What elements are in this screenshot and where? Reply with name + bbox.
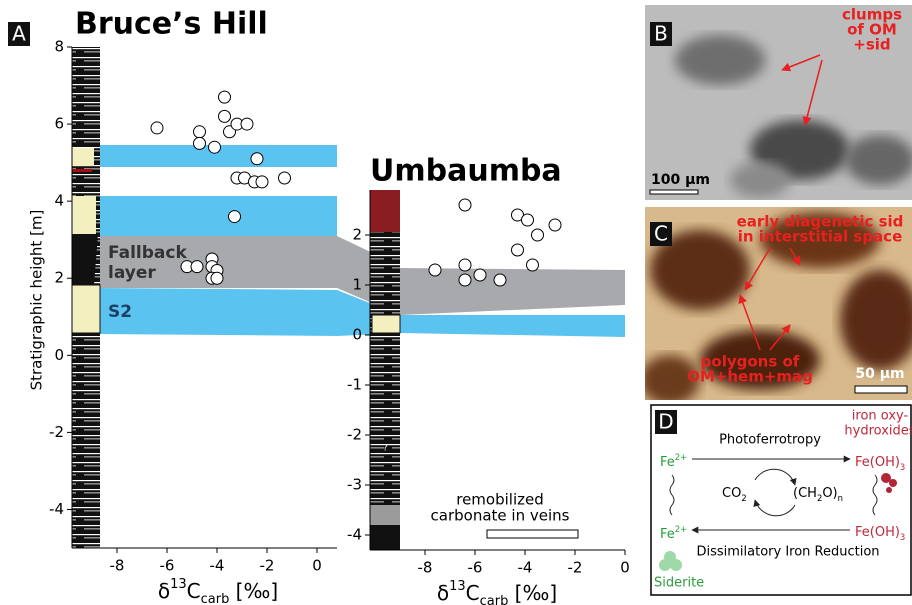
point bbox=[209, 141, 221, 153]
point bbox=[459, 199, 471, 211]
species-part: O) bbox=[822, 486, 837, 501]
band-label: Fallback bbox=[108, 243, 187, 263]
process-label: Photoferrotropy bbox=[719, 433, 821, 448]
x-axis-label-part: δ bbox=[437, 581, 449, 605]
y-tick-label: 6 bbox=[54, 115, 64, 133]
x-axis-label-part: 13 bbox=[170, 577, 187, 592]
x-tick-label: 0 bbox=[312, 557, 322, 575]
x-tick-label: -2 bbox=[568, 559, 583, 577]
x-tick-label: -8 bbox=[418, 559, 433, 577]
process-label: Dissimilatory Iron Reduction bbox=[696, 545, 879, 560]
panel-label: A bbox=[12, 22, 26, 46]
species-part: 3 bbox=[900, 532, 905, 542]
x-axis-label-part: [‰] bbox=[508, 581, 557, 605]
species-part: 3 bbox=[900, 462, 905, 472]
point bbox=[211, 272, 223, 284]
y-tick-label: -2 bbox=[347, 426, 362, 444]
y-tick-label: 8 bbox=[54, 38, 64, 56]
photo-annotation: +sid bbox=[853, 36, 890, 54]
panel-label: B bbox=[654, 22, 668, 46]
x-tick-label: -6 bbox=[160, 557, 175, 575]
point bbox=[241, 118, 253, 130]
y-tick-label: -3 bbox=[347, 476, 362, 494]
annotation-box bbox=[487, 530, 578, 538]
band-label: S2 bbox=[108, 302, 132, 322]
y-tick-label: 2 bbox=[54, 269, 64, 287]
point bbox=[459, 274, 471, 286]
column-note: ? bbox=[383, 444, 388, 454]
x-axis-label-part: carb bbox=[480, 594, 509, 605]
species-part: 2+ bbox=[675, 524, 687, 534]
point bbox=[527, 259, 539, 271]
point bbox=[429, 264, 441, 276]
species: Fe(OH)3 bbox=[855, 455, 905, 472]
y-tick-label: 4 bbox=[54, 192, 64, 210]
point bbox=[494, 274, 506, 286]
point bbox=[194, 137, 206, 149]
point bbox=[191, 261, 203, 273]
y-tick-label: -4 bbox=[49, 500, 64, 518]
x-tick-label: 0 bbox=[620, 559, 630, 577]
point bbox=[474, 269, 486, 281]
x-axis-label: δ13Ccarb [‰] bbox=[437, 579, 557, 605]
point bbox=[512, 244, 524, 256]
species: Fe(OH)3 bbox=[855, 525, 905, 542]
point bbox=[522, 214, 534, 226]
figure: ABCDBruce’s Hill-4-202468-8-6-4-20δ13Cca… bbox=[0, 0, 912, 605]
point bbox=[251, 153, 263, 165]
y-tick-label: 2 bbox=[352, 226, 362, 244]
x-axis-label: δ13Ccarb [‰] bbox=[158, 577, 278, 605]
point bbox=[459, 259, 471, 271]
chart-title: Bruce’s Hill bbox=[75, 7, 268, 42]
species-part: Fe bbox=[660, 455, 675, 470]
x-axis-label-part: C bbox=[187, 579, 201, 603]
species-part: 2+ bbox=[675, 452, 687, 462]
x-axis-label-part: C bbox=[466, 581, 480, 605]
y-axis-label: Stratigraphic height [m] bbox=[28, 210, 46, 391]
species-part: Fe bbox=[660, 527, 675, 542]
x-tick-label: -4 bbox=[210, 557, 225, 575]
point bbox=[279, 172, 291, 184]
x-axis-label-part: carb bbox=[201, 592, 230, 605]
y-tick-label: -4 bbox=[347, 526, 362, 544]
species: Siderite bbox=[654, 576, 704, 591]
scale-bar-label: 50 µm bbox=[855, 366, 904, 382]
y-tick-label: 0 bbox=[352, 326, 362, 344]
panel-label: C bbox=[654, 222, 668, 246]
species-part: (CH bbox=[793, 486, 817, 501]
oxide-label: iron oxy- bbox=[852, 409, 909, 424]
photo-annotation: in interstitial space bbox=[738, 228, 903, 246]
y-tick-label: 0 bbox=[54, 346, 64, 364]
species-part: 2 bbox=[741, 493, 746, 503]
photo-annotation: OM+hem+mag bbox=[687, 368, 813, 386]
x-tick-label: -4 bbox=[518, 559, 533, 577]
annotation: carbonate in veins bbox=[431, 507, 570, 525]
point bbox=[151, 122, 163, 134]
x-axis-label-part: [‰] bbox=[229, 579, 278, 603]
scale-bar-label: 100 µm bbox=[651, 172, 710, 188]
x-tick-label: -6 bbox=[468, 559, 483, 577]
x-tick-label: -2 bbox=[260, 557, 275, 575]
panel-label: D bbox=[658, 410, 673, 434]
y-tick-label: -2 bbox=[49, 423, 64, 441]
point bbox=[229, 211, 241, 223]
point bbox=[219, 110, 231, 122]
species-part: CO bbox=[722, 486, 741, 501]
y-tick-label: 1 bbox=[352, 276, 362, 294]
chart-title: Umbaumba bbox=[370, 154, 562, 189]
oxide-label: hydroxides bbox=[844, 424, 912, 439]
point bbox=[532, 229, 544, 241]
x-tick-label: -8 bbox=[110, 557, 125, 575]
species-part: Fe(OH) bbox=[855, 455, 900, 470]
species-part: n bbox=[838, 493, 843, 503]
point bbox=[219, 91, 231, 103]
species-part: Fe(OH) bbox=[855, 525, 900, 540]
band-label: layer bbox=[108, 263, 156, 283]
y-tick-label: -1 bbox=[347, 376, 362, 394]
x-axis-label-part: δ bbox=[158, 579, 170, 603]
x-axis-label-part: 13 bbox=[449, 579, 466, 594]
point bbox=[549, 219, 561, 231]
point bbox=[194, 126, 206, 138]
point bbox=[256, 176, 268, 188]
